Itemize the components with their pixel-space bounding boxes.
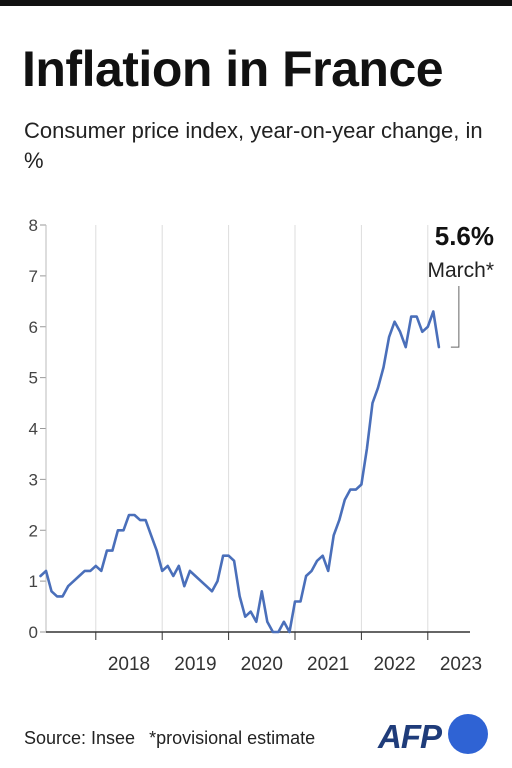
x-tick-label: 2021 bbox=[307, 654, 349, 675]
footnote-text: *provisional estimate bbox=[149, 728, 316, 748]
page-title: Inflation in France bbox=[22, 41, 444, 97]
annotation-value: 5.6% bbox=[435, 221, 494, 251]
top-rule bbox=[0, 0, 512, 6]
axis-layer: 0 1 2 3 4 5 6 7 8 2018 2019 2020 2021 2022 2023 bbox=[29, 216, 483, 675]
x-tick-label: 2020 bbox=[241, 654, 283, 675]
afp-logo: AFP bbox=[378, 712, 494, 760]
y-tick-label: 8 bbox=[29, 216, 38, 235]
y-tick-label: 7 bbox=[29, 267, 38, 286]
y-tick-label: 2 bbox=[29, 521, 38, 540]
y-tick-label: 4 bbox=[29, 420, 38, 439]
source-text: Source: Insee bbox=[24, 728, 136, 748]
grid-layer bbox=[95, 225, 429, 632]
x-tick-label: 2018 bbox=[108, 654, 150, 675]
x-tick-label: 2022 bbox=[373, 654, 415, 675]
subtitle: Consumer price index, year-on-year chang… bbox=[24, 118, 483, 173]
afp-logo-circle bbox=[448, 714, 488, 754]
x-tick-label: 2019 bbox=[174, 654, 216, 675]
y-tick-label: 6 bbox=[29, 318, 38, 337]
y-tick-label: 0 bbox=[29, 623, 38, 642]
x-tick-label: 2023 bbox=[440, 654, 482, 675]
afp-logo-text: AFP bbox=[378, 718, 442, 755]
annotation-bracket bbox=[450, 286, 460, 348]
inflation-series-line bbox=[39, 310, 441, 634]
y-tick-label: 5 bbox=[29, 369, 38, 388]
source-line: Source: Insee *provisional estimate bbox=[24, 728, 315, 749]
series-layer bbox=[39, 310, 441, 634]
y-tick-label: 1 bbox=[29, 572, 38, 591]
inflation-line-chart: 0 1 2 3 4 5 6 7 8 2018 2019 2020 2021 2022 2023 5.6% Ma… bbox=[29, 216, 494, 675]
annotation-layer: 5.6% March* bbox=[427, 221, 494, 348]
y-tick-label: 3 bbox=[29, 470, 38, 489]
annotation-label: March* bbox=[427, 259, 494, 282]
